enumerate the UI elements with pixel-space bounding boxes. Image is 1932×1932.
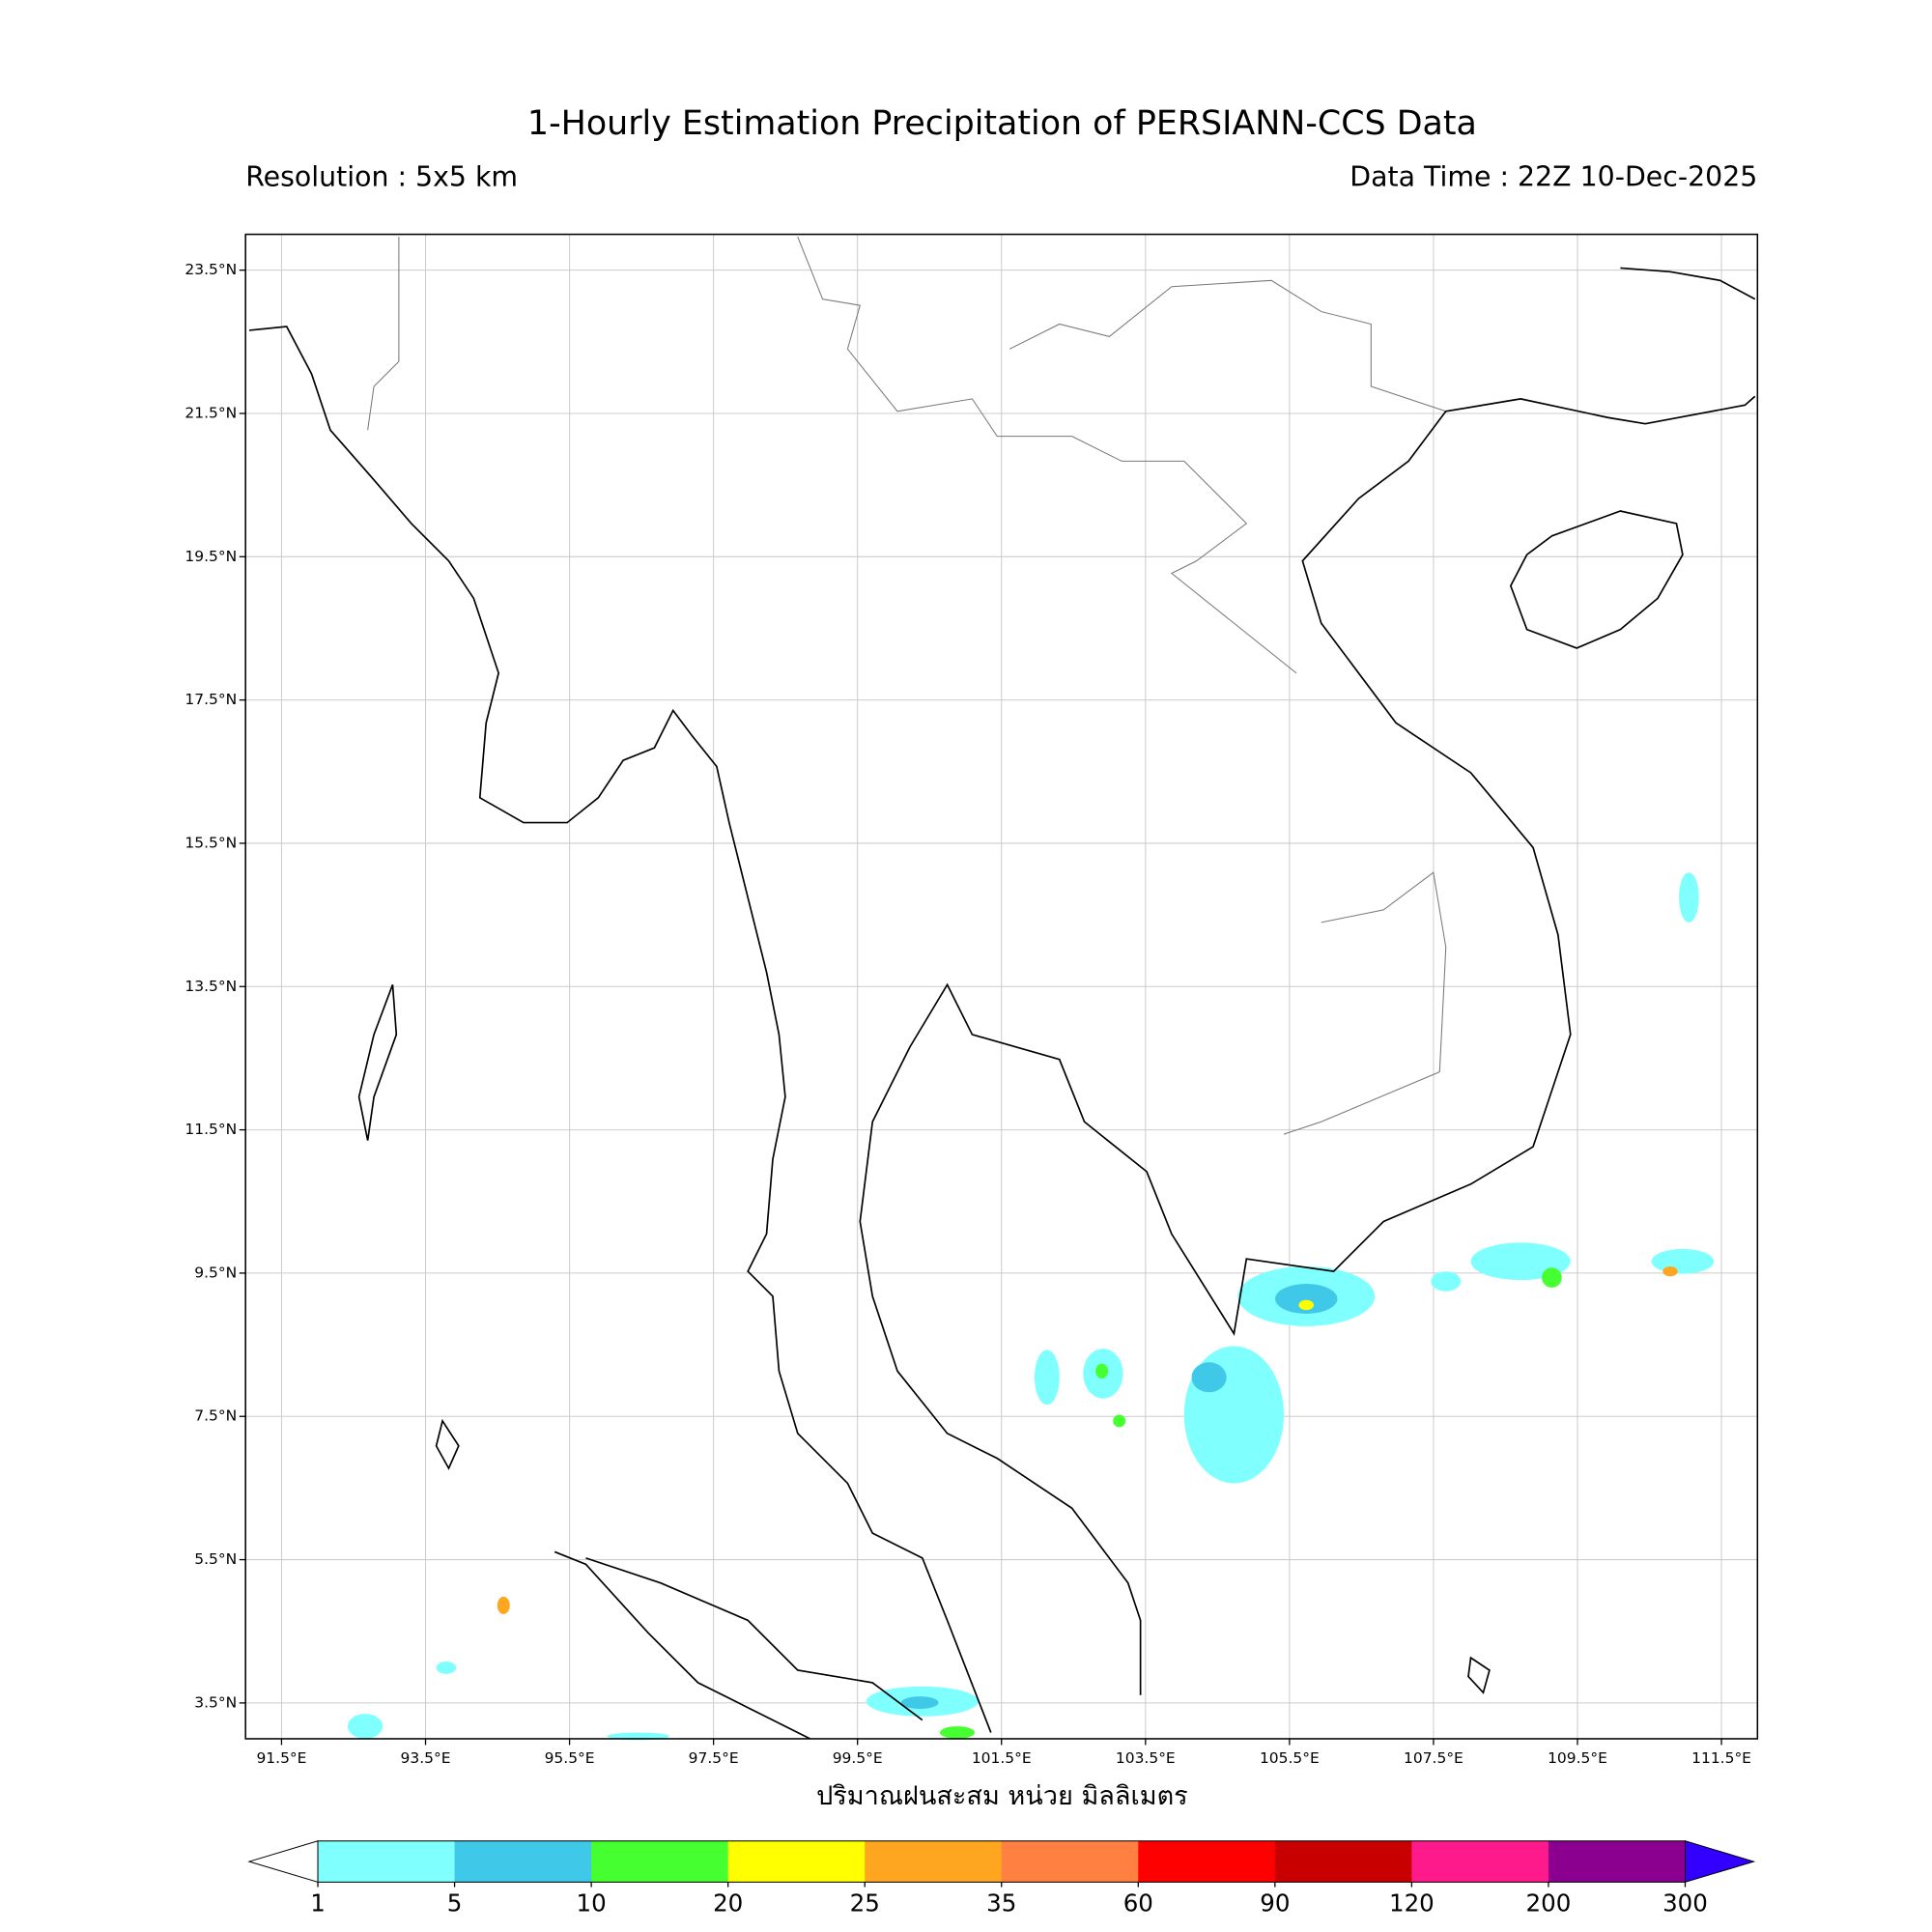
colorbar-under <box>247 1840 319 1884</box>
x-tick-label: 97.5°E <box>689 1749 739 1767</box>
x-tick-label: 105.5°E <box>1260 1749 1320 1767</box>
colorbar-label: 120 <box>1389 1889 1435 1918</box>
colorbar-segment <box>1411 1840 1549 1883</box>
colorbar: 1 5 10 20 25 35 60 90 120 200 300 <box>247 1840 1756 1918</box>
colorbar-label: 90 <box>1260 1889 1290 1918</box>
y-tick-label: 15.5°N <box>185 834 237 851</box>
colorbar-over <box>1684 1840 1756 1884</box>
y-tick-label: 13.5°N <box>185 978 237 995</box>
x-axis-label: ปริมาณฝนสะสม หน่วย มิลลิเมตร <box>816 1781 1188 1811</box>
colorbar-label: 5 <box>447 1889 463 1918</box>
y-tick-label: 5.5°N <box>194 1550 237 1568</box>
y-tick-label: 23.5°N <box>185 261 237 278</box>
y-tick-label: 11.5°N <box>185 1121 237 1138</box>
colorbar-label: 60 <box>1123 1889 1153 1918</box>
y-tick-label: 3.5°N <box>194 1693 237 1711</box>
map: 91.5°E 93.5°E 95.5°E 97.5°E 99.5°E 101.5°E 103… <box>185 233 1759 1767</box>
coastlines <box>248 267 1756 1740</box>
colorbar-label: 200 <box>1526 1889 1572 1918</box>
subtitle-right: Data Time : 22Z 10-Dec-2025 <box>1350 161 1757 193</box>
colorbar-segment <box>1138 1840 1276 1883</box>
colorbar-segment <box>1548 1840 1687 1883</box>
x-tick-label: 109.5°E <box>1548 1749 1607 1767</box>
x-tick-label: 99.5°E <box>833 1749 883 1767</box>
colorbar-label: 300 <box>1662 1889 1708 1918</box>
colorbar-segment <box>1274 1840 1413 1883</box>
borders <box>367 236 1447 1135</box>
figure: 1-Hourly Estimation Precipitation of PER… <box>185 104 1759 1918</box>
colorbar-label: 35 <box>986 1889 1016 1918</box>
y-tick-label: 7.5°N <box>194 1407 237 1425</box>
y-tick-label: 21.5°N <box>185 404 237 421</box>
ticks: 91.5°E 93.5°E 95.5°E 97.5°E 99.5°E 101.5°E 103… <box>185 261 1751 1767</box>
x-tick-label: 107.5°E <box>1404 1749 1463 1767</box>
rain <box>347 872 1715 1741</box>
colorbar-label: 10 <box>577 1889 607 1918</box>
colorbar-segment <box>591 1840 729 1883</box>
colorbar-label: 1 <box>310 1889 326 1918</box>
x-tick-label: 103.5°E <box>1116 1749 1176 1767</box>
colorbar-segment <box>865 1840 1003 1883</box>
subtitle-left: Resolution : 5x5 km <box>245 161 518 193</box>
colorbar-segment <box>454 1840 592 1883</box>
x-tick-label: 101.5°E <box>972 1749 1032 1767</box>
y-tick-label: 17.5°N <box>185 691 237 708</box>
y-tick-label: 9.5°N <box>194 1264 237 1281</box>
colorbar-segment <box>727 1840 866 1883</box>
title: 1-Hourly Estimation Precipitation of PER… <box>527 104 1477 143</box>
y-tick-label: 19.5°N <box>185 548 237 565</box>
colorbar-label: 20 <box>713 1889 743 1918</box>
x-tick-label: 91.5°E <box>256 1749 306 1767</box>
x-tick-label: 93.5°E <box>401 1749 451 1767</box>
colorbar-segment <box>318 1840 456 1883</box>
colorbar-segment <box>1001 1840 1139 1883</box>
x-tick-label: 111.5°E <box>1691 1749 1751 1767</box>
colorbar-label: 25 <box>850 1889 880 1918</box>
x-tick-label: 95.5°E <box>545 1749 595 1767</box>
